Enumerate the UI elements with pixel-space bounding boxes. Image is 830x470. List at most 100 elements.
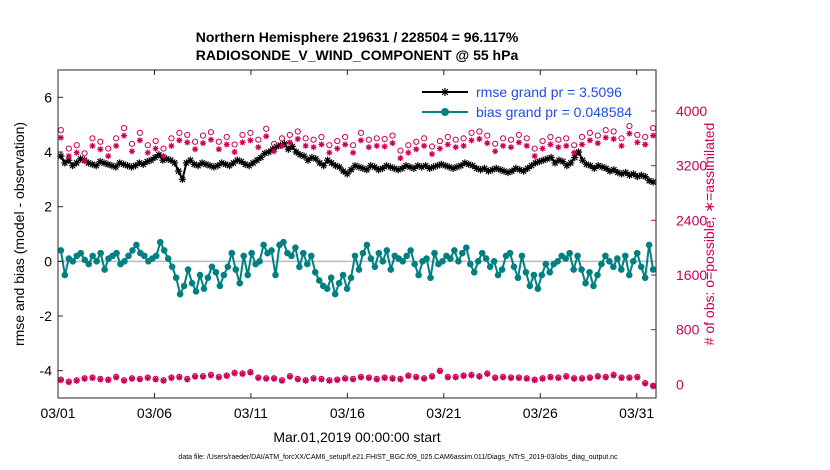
rmse-point — [433, 162, 441, 170]
assimilated-lower-obs-point — [555, 375, 562, 382]
assimilated-obs-point — [476, 136, 483, 143]
y-axis-label-right: # of obs: o=possible; ∗=assimilated — [701, 123, 717, 346]
rmse-point — [414, 162, 422, 170]
bias-point — [618, 266, 625, 273]
bias-point — [85, 260, 93, 268]
assimilated-obs-point — [144, 149, 151, 156]
bias-point — [411, 260, 418, 268]
bias-point — [347, 274, 355, 282]
possible-obs-point — [357, 129, 365, 136]
assimilated-obs-point — [381, 143, 388, 150]
rmse-point — [371, 163, 379, 171]
rmse-point — [335, 163, 343, 171]
rmse-point — [465, 160, 473, 168]
rmse-point — [637, 171, 645, 179]
bias-point — [188, 279, 196, 287]
assimilated-obs-point — [634, 139, 641, 146]
assimilated-obs-point — [436, 145, 443, 152]
possible-obs-point — [342, 133, 349, 141]
possible-obs-point — [97, 138, 104, 145]
rmse-point — [543, 155, 551, 163]
rmse-point — [394, 166, 402, 174]
rmse-point — [237, 157, 245, 166]
assimilated-lower-obs-point — [231, 370, 238, 377]
assimilated-obs-point — [97, 146, 104, 153]
possible-obs-point — [547, 133, 554, 141]
assimilated-obs-point — [444, 141, 451, 148]
bias-point — [649, 266, 657, 273]
x-tick-label: 03/06 — [137, 405, 172, 421]
rmse-point — [492, 164, 500, 172]
assimilated-obs-point — [507, 144, 514, 151]
rmse-point — [61, 159, 69, 167]
bias-point — [625, 271, 633, 279]
rmse-point — [210, 163, 218, 171]
assimilated-obs-point — [152, 145, 159, 152]
assimilated-obs-point — [610, 136, 617, 143]
assimilated-lower-obs-point — [144, 375, 151, 382]
assimilated-obs-point — [184, 139, 191, 146]
bias-point — [200, 285, 208, 292]
bias-point — [359, 249, 367, 257]
assimilated-lower-obs-point — [602, 374, 609, 381]
assimilated-lower-obs-point — [405, 373, 412, 380]
assimilated-obs-point — [89, 142, 96, 149]
bias-point — [590, 282, 597, 290]
bias-point — [510, 263, 518, 271]
possible-obs-point — [239, 131, 246, 139]
possible-obs-point — [65, 145, 72, 152]
chart-title-line2: RADIOSONDE_V_WIND_COMPONENT @ 55 hPa — [196, 47, 519, 63]
bias-point — [168, 263, 176, 271]
rmse-point — [92, 162, 100, 170]
rmse-point — [488, 166, 496, 174]
possible-obs-point — [270, 140, 278, 147]
assimilated-obs-point — [310, 144, 317, 151]
assimilated-lower-obs-point — [160, 377, 167, 384]
bias-point — [224, 263, 232, 271]
assimilated-lower-obs-point — [381, 375, 388, 382]
rmse-point — [127, 163, 136, 171]
assimilated-lower-obs-point — [200, 373, 207, 380]
assimilated-obs-point — [539, 145, 546, 152]
rmse-point — [614, 168, 622, 177]
bias-point — [61, 271, 69, 279]
bias-point — [367, 255, 375, 262]
assimilated-lower-obs-point — [97, 376, 104, 383]
possible-obs-point — [507, 136, 515, 143]
possible-obs-point — [128, 140, 136, 147]
bias-point — [192, 288, 200, 295]
possible-obs-point — [492, 140, 499, 147]
assimilated-lower-obs-point — [136, 376, 143, 383]
assimilated-obs-point — [586, 137, 593, 144]
rmse-point — [280, 140, 289, 148]
assimilated-obs-point — [200, 140, 207, 147]
bias-point — [208, 263, 216, 271]
rmse-point — [578, 156, 587, 164]
assimilated-obs-point — [231, 149, 238, 155]
possible-obs-point — [436, 137, 444, 145]
bias-point — [77, 249, 85, 257]
possible-obs-point — [176, 129, 183, 136]
rmse-point — [527, 162, 536, 170]
bias-point — [292, 244, 299, 251]
rmse-point — [378, 164, 387, 172]
assimilated-lower-obs-point — [515, 375, 522, 382]
rmse-point — [116, 159, 124, 167]
bias-point — [431, 249, 438, 257]
rmse-point — [418, 163, 426, 171]
possible-obs-point — [618, 135, 625, 142]
rmse-point — [629, 170, 638, 178]
rmse-point — [476, 166, 485, 174]
possible-obs-point — [294, 128, 301, 135]
rmse-point — [625, 171, 634, 179]
rmse-point — [441, 162, 449, 170]
bias-point — [586, 268, 593, 276]
assimilated-lower-obs-point — [128, 375, 135, 382]
assimilated-lower-obs-point — [57, 377, 64, 384]
y-left-tick-label: 6 — [44, 89, 52, 105]
bias-point — [538, 271, 546, 279]
assimilated-lower-obs-point — [365, 375, 372, 382]
bias-point — [470, 268, 478, 276]
assimilated-lower-obs-point — [563, 373, 570, 380]
legend-marker-bias — [441, 108, 449, 116]
